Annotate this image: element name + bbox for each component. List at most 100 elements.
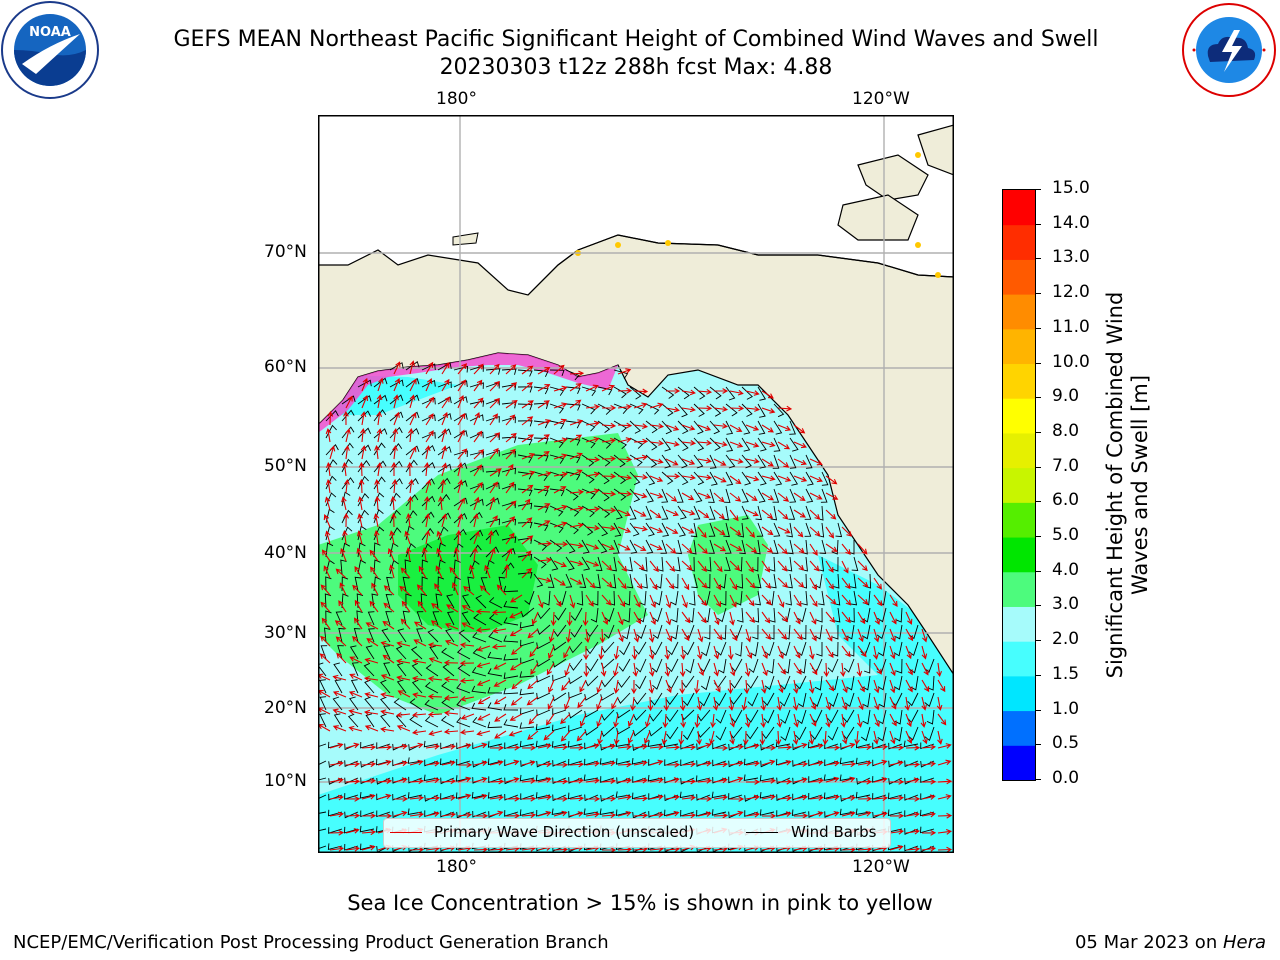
wave-direction-arrow	[427, 693, 443, 700]
wave-direction-arrow	[681, 440, 697, 446]
wave-direction-arrow	[793, 458, 807, 466]
wind-barb	[645, 454, 658, 468]
wind-barb	[773, 522, 781, 537]
wave-direction-arrow	[351, 635, 363, 647]
wave-direction-arrow	[905, 662, 913, 676]
wave-direction-arrow	[745, 811, 761, 818]
wave-direction-arrow	[631, 645, 638, 661]
wave-direction-arrow	[889, 730, 896, 745]
wind-barb	[381, 628, 391, 643]
wind-barb	[469, 544, 482, 558]
wind-barb	[843, 658, 855, 673]
wind-barb	[324, 593, 332, 609]
wind-barb	[581, 556, 591, 571]
wave-direction-arrow	[335, 636, 347, 647]
wave-direction-arrow	[744, 713, 751, 728]
wave-direction-arrow	[857, 679, 865, 693]
wave-direction-arrow	[905, 796, 921, 802]
wave-direction-arrow	[857, 760, 872, 767]
wave-direction-arrow	[569, 761, 585, 768]
wind-barb	[421, 363, 436, 371]
wind-barb	[319, 713, 327, 728]
wave-direction-arrow	[665, 473, 681, 480]
wave-direction-arrow	[665, 509, 679, 517]
wave-direction-arrow	[793, 441, 807, 449]
wave-direction-arrow	[528, 713, 539, 725]
wave-direction-arrow	[777, 594, 785, 608]
colorbar-tick-label: 15.0	[1052, 178, 1090, 198]
wind-barb	[440, 715, 455, 728]
wind-barb	[775, 740, 791, 748]
wave-direction-arrow	[473, 411, 481, 426]
wind-barb	[552, 674, 567, 682]
wind-barb	[609, 573, 617, 589]
wave-direction-arrow	[451, 581, 459, 596]
wave-direction-arrow	[405, 512, 412, 528]
land-arctic-island-2	[837, 194, 919, 241]
wind-barb	[533, 539, 548, 551]
wave-direction-arrow	[601, 437, 617, 444]
wind-barb	[755, 505, 762, 521]
wind-barb	[520, 607, 535, 618]
wind-barb	[849, 573, 857, 589]
wave-direction-arrow	[777, 759, 792, 766]
wind-barb	[409, 715, 423, 728]
wind-barb	[318, 828, 327, 832]
wind-barb	[629, 488, 641, 503]
wave-direction-arrow	[647, 696, 654, 712]
wave-direction-arrow	[713, 441, 728, 447]
wind-barb	[517, 488, 533, 497]
wave-direction-arrow	[761, 611, 771, 624]
wind-barb	[568, 725, 583, 732]
wave-direction-arrow	[841, 645, 851, 658]
wave-direction-arrow	[889, 795, 905, 801]
wind-barb	[716, 641, 727, 656]
wave-direction-arrow	[841, 577, 851, 590]
wave-direction-arrow	[873, 662, 882, 675]
wave-direction-arrow	[457, 793, 472, 800]
wind-barb	[893, 641, 903, 657]
wave-direction-arrow	[729, 730, 735, 745]
wind-barb	[632, 792, 647, 800]
wind-barb	[461, 594, 471, 609]
wave-direction-arrow	[681, 594, 688, 609]
wind-barb	[895, 607, 903, 623]
wave-direction-arrow	[649, 423, 665, 429]
wave-direction-arrow	[681, 492, 695, 501]
wave-direction-arrow	[777, 405, 793, 412]
wave-direction-arrow	[681, 744, 697, 751]
wind-barb	[533, 454, 549, 462]
wave-direction-arrow	[745, 526, 756, 538]
wind-barb	[820, 488, 828, 503]
wind-barb	[389, 542, 399, 558]
wind-barb	[680, 759, 695, 767]
wave-direction-arrow	[809, 526, 821, 537]
wave-direction-arrow	[505, 547, 513, 562]
wind-barb	[613, 505, 623, 520]
wind-barb	[471, 702, 487, 711]
wave-direction-arrow	[382, 620, 395, 630]
wave-direction-arrow	[649, 794, 664, 801]
wind-barb	[392, 759, 407, 767]
wave-direction-arrow	[857, 810, 872, 817]
wind-barb	[814, 675, 823, 691]
wind-barb	[613, 420, 627, 433]
wave-direction-arrow	[613, 713, 619, 728]
wave-direction-arrow	[425, 811, 440, 817]
wind-barb	[603, 624, 615, 639]
wave-direction-arrow	[409, 778, 425, 785]
wave-direction-arrow	[665, 492, 678, 502]
wind-barb	[318, 760, 327, 766]
wave-direction-arrow	[681, 761, 697, 768]
map-border	[318, 115, 954, 853]
wind-barb	[796, 709, 807, 725]
colorbar-segment	[1003, 224, 1035, 260]
wave-direction-arrow	[345, 778, 361, 785]
wave-direction-arrow	[889, 744, 905, 751]
wind-barb	[597, 403, 612, 415]
wind-barb	[701, 641, 711, 657]
colorbar-segment	[1003, 641, 1035, 677]
wind-barb	[485, 497, 500, 507]
wave-direction-arrow	[649, 777, 664, 784]
wave-direction-arrow	[597, 730, 603, 745]
